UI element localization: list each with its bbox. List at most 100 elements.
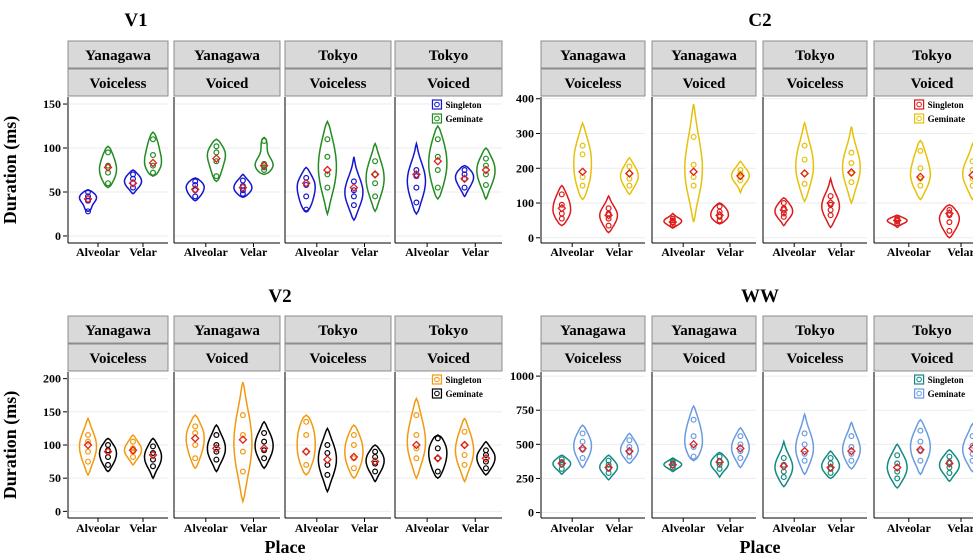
strip-label-top: Tokyo bbox=[912, 48, 951, 64]
x-tick-label: Alveolar bbox=[184, 521, 229, 535]
y-tick-label: 150 bbox=[43, 405, 61, 419]
chart-v1: V1 Duration (ms) 0 50 100 150 Yanagawa Voiceles… bbox=[0, 10, 503, 259]
data-point bbox=[372, 171, 379, 178]
strip-bottom bbox=[394, 68, 503, 97]
data-point bbox=[669, 459, 676, 466]
strip-label-bottom: Voiced bbox=[683, 76, 726, 92]
data-point bbox=[827, 206, 834, 213]
data-point bbox=[716, 465, 723, 472]
violin-shape bbox=[573, 424, 593, 469]
data-point bbox=[150, 162, 157, 169]
violin-shape bbox=[317, 119, 338, 217]
data-point bbox=[626, 182, 633, 189]
data-point bbox=[894, 475, 901, 482]
strip-label-top: Tokyo bbox=[318, 48, 357, 64]
mean-marker bbox=[826, 198, 836, 208]
data-point bbox=[716, 461, 723, 468]
data-point bbox=[558, 201, 565, 208]
legend: Singleton Geminate bbox=[913, 99, 965, 124]
data-point bbox=[737, 170, 744, 177]
mean-marker bbox=[128, 178, 138, 188]
strip-bottom bbox=[762, 343, 868, 372]
strip-label-top: Yanagawa bbox=[671, 323, 737, 339]
mean-marker bbox=[460, 440, 469, 450]
violin-shape bbox=[795, 412, 815, 476]
data-point bbox=[413, 167, 420, 174]
data-point bbox=[737, 448, 744, 455]
mean-marker bbox=[433, 453, 443, 463]
data-point bbox=[434, 153, 441, 160]
mean-marker bbox=[968, 170, 973, 180]
mean-marker bbox=[800, 169, 810, 178]
y-tick-label: 0 bbox=[528, 506, 534, 520]
data-point bbox=[946, 219, 953, 226]
data-point bbox=[801, 180, 808, 187]
x-tick-label: Velar bbox=[351, 245, 379, 259]
mean-marker bbox=[481, 453, 491, 463]
x-tick-label: Alveolar bbox=[295, 521, 340, 535]
data-point bbox=[434, 468, 441, 475]
violin-shape bbox=[710, 451, 730, 479]
data-point bbox=[372, 158, 379, 165]
strip-label-bottom: Voiceless bbox=[787, 76, 844, 92]
data-point bbox=[690, 453, 697, 460]
panel: Yanagawa Voiced Alveolar Velar bbox=[173, 40, 281, 259]
data-point bbox=[413, 199, 420, 206]
data-point bbox=[827, 460, 834, 467]
mean-marker bbox=[433, 156, 443, 166]
data-point bbox=[579, 430, 586, 437]
x-tick-label: Velar bbox=[240, 521, 268, 535]
mean-marker bbox=[460, 174, 469, 184]
strip-top bbox=[540, 40, 646, 69]
mean-marker bbox=[349, 452, 359, 462]
legend-label: Singleton bbox=[928, 100, 964, 110]
violin-shape bbox=[552, 184, 572, 227]
y-tick-label: 500 bbox=[516, 437, 534, 451]
violin-shape bbox=[710, 202, 730, 225]
y-axis-label: Duration (ms) bbox=[0, 391, 21, 500]
data-point bbox=[324, 136, 331, 143]
mean-marker bbox=[846, 446, 856, 456]
y-tick-label: 100 bbox=[43, 438, 61, 452]
data-point bbox=[303, 432, 310, 439]
data-point bbox=[434, 167, 441, 174]
mean-marker bbox=[604, 463, 614, 472]
data-point bbox=[558, 456, 565, 463]
data-point bbox=[690, 416, 697, 423]
strip-bottom bbox=[173, 68, 281, 97]
strip-top bbox=[173, 40, 281, 69]
strip-bottom bbox=[873, 68, 973, 97]
data-point bbox=[894, 452, 901, 459]
panel: Tokyo Voiced Alveolar Velar Singleton Geminat… bbox=[394, 315, 503, 535]
violin-shape bbox=[909, 139, 932, 201]
mean-marker bbox=[148, 450, 158, 460]
data-point bbox=[780, 474, 787, 481]
x-tick-label: Alveolar bbox=[405, 521, 450, 535]
violin-shape bbox=[344, 156, 364, 222]
data-point bbox=[303, 448, 310, 455]
data-point bbox=[780, 213, 787, 220]
data-point bbox=[324, 449, 331, 456]
data-point bbox=[239, 432, 246, 439]
data-point bbox=[104, 461, 111, 468]
data-point bbox=[434, 435, 441, 442]
data-point bbox=[558, 191, 565, 198]
strip-top bbox=[67, 315, 169, 344]
mean-marker bbox=[370, 457, 380, 467]
violin-shape bbox=[254, 136, 274, 176]
violin-shape bbox=[938, 203, 961, 239]
strip-label-bottom: Voiceless bbox=[90, 351, 147, 367]
violin-shape bbox=[663, 212, 683, 229]
data-point bbox=[213, 173, 220, 180]
data-point bbox=[372, 180, 379, 187]
x-tick-label: Velar bbox=[827, 245, 855, 259]
violin-shape bbox=[841, 420, 861, 470]
y-tick-label: 250 bbox=[516, 471, 534, 485]
data-point bbox=[482, 162, 489, 169]
violin-shape bbox=[254, 420, 274, 470]
data-point bbox=[413, 455, 420, 462]
chart-title: V1 bbox=[124, 10, 147, 31]
y-tick-label: 0 bbox=[55, 504, 61, 518]
strip-label-top: Tokyo bbox=[795, 48, 834, 64]
y-tick-label: 1000 bbox=[510, 369, 534, 383]
